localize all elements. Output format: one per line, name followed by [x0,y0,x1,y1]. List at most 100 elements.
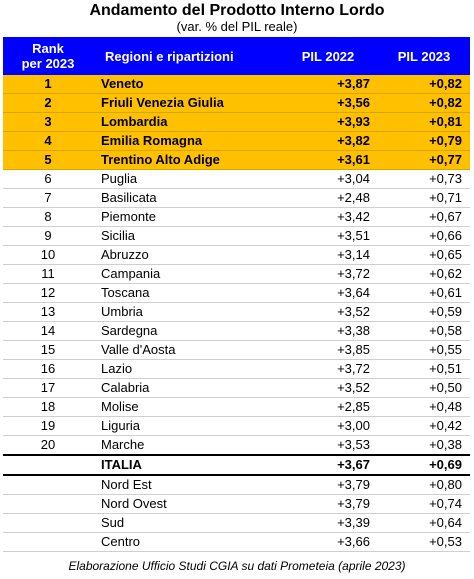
pil-2023-cell: +0,74 [378,494,470,514]
pil-2023-cell: +0,58 [378,321,470,341]
rank-cell: 8 [3,207,93,227]
rank-cell: 7 [3,188,93,208]
table-row: 11 Campania +3,72 +0,62 [3,264,470,284]
area-row: Sud +3,39 +0,64 [3,513,470,533]
pil-2022-cell: +3,93 [278,112,378,132]
table-row: 14 Sardegna +3,38 +0,58 [3,321,470,341]
region-cell: Umbria [93,302,278,322]
rank-cell: 1 [3,75,93,94]
table-row: 18 Molise +2,85 +0,48 [3,397,470,417]
table-body: 1 Veneto +3,87 +0,82 2 Friuli Venezia Giulia +… [3,75,470,552]
region-cell: Emilia Romagna [93,131,278,151]
pil-2023-cell: +0,61 [378,283,470,303]
header-rank: Rank per 2023 [3,37,93,75]
pil-2022-cell: +3,51 [278,226,378,246]
region-cell: Trentino Alto Adige [93,150,278,170]
pil-2022-cell: +3,00 [278,416,378,436]
region-cell: Sud [93,513,278,533]
pil-2022-cell: +3,79 [278,494,378,514]
rank-cell: 20 [3,435,93,456]
pil-2022-cell: +3,67 [278,454,378,476]
table-row: 16 Lazio +3,72 +0,51 [3,359,470,379]
rank-cell: 13 [3,302,93,322]
table-row: 7 Basilicata +2,48 +0,71 [3,188,470,208]
rank-cell: 16 [3,359,93,379]
rank-cell: 11 [3,264,93,284]
pil-2023-cell: +0,55 [378,340,470,360]
header-region: Regioni e ripartizioni [93,37,278,75]
table-row: 15 Valle d'Aosta +3,85 +0,55 [3,340,470,360]
region-cell: Campania [93,264,278,284]
rank-cell [3,475,93,495]
region-cell: Sardegna [93,321,278,341]
area-row: Centro +3,66 +0,53 [3,532,470,552]
table-row: 13 Umbria +3,52 +0,59 [3,302,470,322]
region-cell: Valle d'Aosta [93,340,278,360]
pil-2022-cell: +3,87 [278,75,378,94]
rank-cell: 12 [3,283,93,303]
pil-2023-cell: +0,62 [378,264,470,284]
pil-2022-cell: +3,64 [278,283,378,303]
pil-2023-cell: +0,67 [378,207,470,227]
table-row: 8 Piemonte +3,42 +0,67 [3,207,470,227]
pil-2023-cell: +0,66 [378,226,470,246]
table-row: 4 Emilia Romagna +3,82 +0,79 [3,131,470,151]
rank-cell: 15 [3,340,93,360]
area-row: Nord Ovest +3,79 +0,74 [3,494,470,514]
pil-2023-cell: +0,64 [378,513,470,533]
rank-cell: 2 [3,93,93,113]
table-header-row: Rank per 2023 Regioni e ripartizioni PIL … [3,37,470,75]
region-cell: Sicilia [93,226,278,246]
region-cell: Toscana [93,283,278,303]
page-title: Andamento del Prodotto Interno Lordo [89,2,385,19]
table-row: 3 Lombardia +3,93 +0,81 [3,112,470,132]
rank-cell [3,532,93,552]
pil-2023-cell: +0,82 [378,93,470,113]
table-row: 9 Sicilia +3,51 +0,66 [3,226,470,246]
pil-2023-cell: +0,73 [378,169,470,189]
region-cell: Basilicata [93,188,278,208]
region-cell: Nord Ovest [93,494,278,514]
pil-2023-cell: +0,79 [378,131,470,151]
rank-cell [3,513,93,533]
pil-2022-cell: +3,85 [278,340,378,360]
gdp-table: Rank per 2023 Regioni e ripartizioni PIL … [3,37,470,552]
region-cell: Veneto [93,75,278,94]
header-pil-2023: PIL 2023 [378,37,470,75]
page-subtitle: (var. % del PIL reale) [176,19,298,34]
pil-2023-cell: +0,81 [378,112,470,132]
table-row: 1 Veneto +3,87 +0,82 [3,75,470,94]
pil-2023-cell: +0,38 [378,435,470,456]
rank-cell [3,454,93,476]
rank-cell: 19 [3,416,93,436]
pil-2022-cell: +3,52 [278,378,378,398]
region-cell: Liguria [93,416,278,436]
pil-2022-cell: +2,48 [278,188,378,208]
region-cell: Centro [93,532,278,552]
pil-2023-cell: +0,65 [378,245,470,265]
rank-cell: 17 [3,378,93,398]
rank-cell: 5 [3,150,93,170]
pil-2022-cell: +3,61 [278,150,378,170]
pil-2023-cell: +0,69 [378,454,470,476]
pil-2022-cell: +3,42 [278,207,378,227]
pil-2022-cell: +3,14 [278,245,378,265]
area-row: Nord Est +3,79 +0,80 [3,475,470,495]
pil-2022-cell: +3,39 [278,513,378,533]
pil-2022-cell: +3,79 [278,475,378,495]
region-cell: Friuli Venezia Giulia [93,93,278,113]
rank-cell: 6 [3,169,93,189]
region-cell: Molise [93,397,278,417]
region-cell: Piemonte [93,207,278,227]
table-row: 12 Toscana +3,64 +0,61 [3,283,470,303]
pil-2023-cell: +0,82 [378,75,470,94]
pil-2023-cell: +0,42 [378,416,470,436]
rank-cell: 9 [3,226,93,246]
pil-2022-cell: +3,72 [278,359,378,379]
region-cell: Lombardia [93,112,278,132]
rank-cell [3,494,93,514]
pil-2022-cell: +3,52 [278,302,378,322]
pil-2023-cell: +0,71 [378,188,470,208]
pil-2022-cell: +3,72 [278,264,378,284]
rank-cell: 3 [3,112,93,132]
